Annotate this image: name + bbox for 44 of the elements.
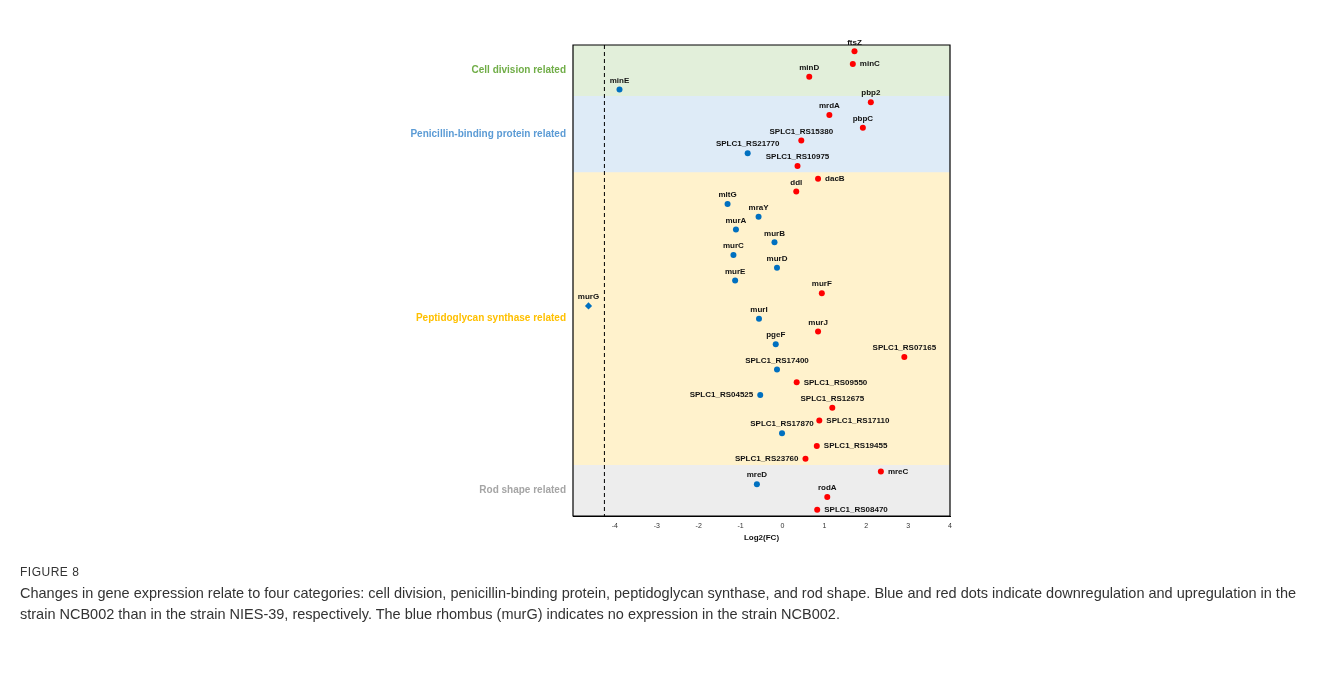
y-tick-label: minD <box>799 63 820 73</box>
y-tick-label: pbp2 <box>861 88 881 98</box>
y-tick-label: murF <box>811 279 832 289</box>
y-tick-label: murB <box>764 228 786 238</box>
y-tick-label: SPLC1_RS08470 <box>824 504 889 514</box>
y-tick-label: pgeF <box>766 330 786 340</box>
y-tick-label: rodA <box>817 483 837 493</box>
y-tick-label: dacB <box>825 173 845 183</box>
y-tick-label: SPLC1_RS17400 <box>745 355 810 365</box>
band-label: Rod shape related <box>479 484 566 496</box>
y-tick-label: SPLC1_RS17870 <box>750 419 815 429</box>
y-tick-label: murJ <box>808 317 828 327</box>
y-tick-label: SPLC1_RS10975 <box>765 152 830 162</box>
y-tick-label: murA <box>725 215 747 225</box>
y-tick-label: SPLC1_RS19455 <box>823 441 888 451</box>
band-label: Cell division related <box>471 64 566 76</box>
y-tick-label: SPLC1_RS17110 <box>826 415 891 425</box>
y-tick-label: minE <box>609 75 630 85</box>
text: Changes in gene expression relate to four categories: cell division, penicillin-binding protein, peptidoglycan synthase, and rod shape. Blue and red dots indicate downregulation and upregulation in the strain NCB002 than in the strain NIES-39, respectively. The blue rhombus (murG) indicates no expression in the strain NCB002. <box>20 584 1298 624</box>
y-tick-label: pbpC <box>852 113 874 123</box>
x-axis-title: Log2(FC) <box>743 533 780 543</box>
y-tick-label: murE <box>724 266 746 276</box>
y-tick-label: SPLC1_RS04525 <box>689 390 754 400</box>
y-tick-label: SPLC1_RS15380 <box>769 126 834 136</box>
y-tick-label: SPLC1_RS09550 <box>803 377 868 387</box>
y-tick-label: ftsZ <box>847 37 862 47</box>
y-tick-label: murC <box>722 241 745 251</box>
y-tick-label: SPLC1_RS12675 <box>800 394 865 403</box>
y-tick-label: SPLC1_RS21770 <box>715 139 781 149</box>
y-tick-label: SPLC1_RS23760 <box>734 453 800 463</box>
y-tick-label: mltG <box>718 190 737 200</box>
band-label: Peptidoglycan synthase related <box>415 312 566 324</box>
y-tick-label: mraY <box>748 203 770 213</box>
y-tick-label: murG <box>577 292 600 302</box>
y-tick-label: murD <box>766 253 788 263</box>
y-tick-label: minC <box>859 59 881 69</box>
y-tick-label: mreC <box>887 466 909 476</box>
caption: FIGURE 8 <box>20 565 81 579</box>
y-tick-label: ddl <box>790 177 803 187</box>
y-tick-label: mreD <box>746 470 768 480</box>
y-tick-label: mrdA <box>818 101 841 111</box>
band-label: Penicillin-binding protein related <box>410 127 566 139</box>
y-tick-label: murI <box>750 304 768 314</box>
y-tick-label: SPLC1_RS07165 <box>872 343 937 353</box>
